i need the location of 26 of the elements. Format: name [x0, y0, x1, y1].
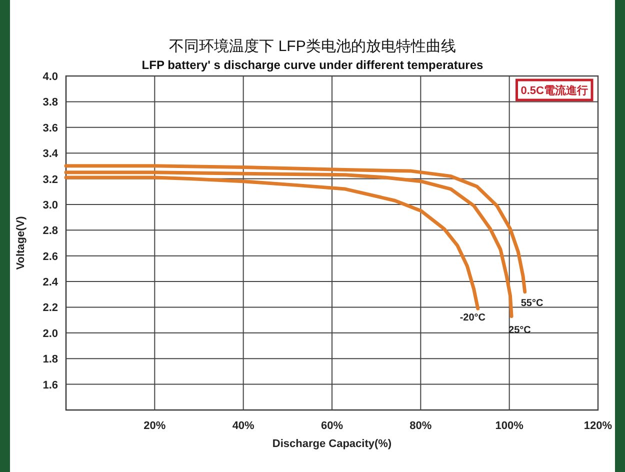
x-tick-label: 120% [584, 420, 612, 432]
series-label: 55°C [520, 298, 544, 309]
x-tick-label: 100% [495, 420, 524, 432]
y-tick-label: 2.4 [42, 276, 59, 289]
series-label: -20°C [460, 312, 486, 324]
y-tick-label: 3.4 [42, 148, 59, 160]
x-tick-label: 60% [320, 420, 344, 432]
x-tick-label: 80% [410, 420, 432, 432]
chart-subtitle: LFP battery' s discharge curve under different temperatures [142, 58, 484, 72]
y-tick-label: 2.6 [42, 250, 58, 263]
y-tick-label: 2.0 [42, 328, 58, 340]
y-tick-label: 3.8 [42, 96, 58, 109]
y-tick-label: 4.0 [42, 71, 58, 83]
y-tick-label: 3.0 [42, 199, 58, 212]
y-tick-label: 2.8 [42, 225, 58, 238]
y-tick-label: 3.2 [42, 174, 58, 186]
y-tick-label: 1.8 [42, 354, 58, 366]
y-tick-label: 1.6 [42, 379, 58, 392]
y-tick-label: 3.6 [42, 122, 58, 134]
y-axis-title: Voltage(V) [15, 216, 27, 270]
x-tick-label: 40% [232, 420, 255, 432]
x-tick-label: 20% [144, 420, 166, 432]
x-axis-title: Discharge Capacity(%) [272, 438, 392, 450]
annotation: 0.5C電流進行 [520, 84, 588, 97]
chart-title: 不同环境温度下 LFP类电池的放电特性曲线 [169, 38, 456, 55]
y-tick-label: 2.2 [42, 302, 58, 314]
